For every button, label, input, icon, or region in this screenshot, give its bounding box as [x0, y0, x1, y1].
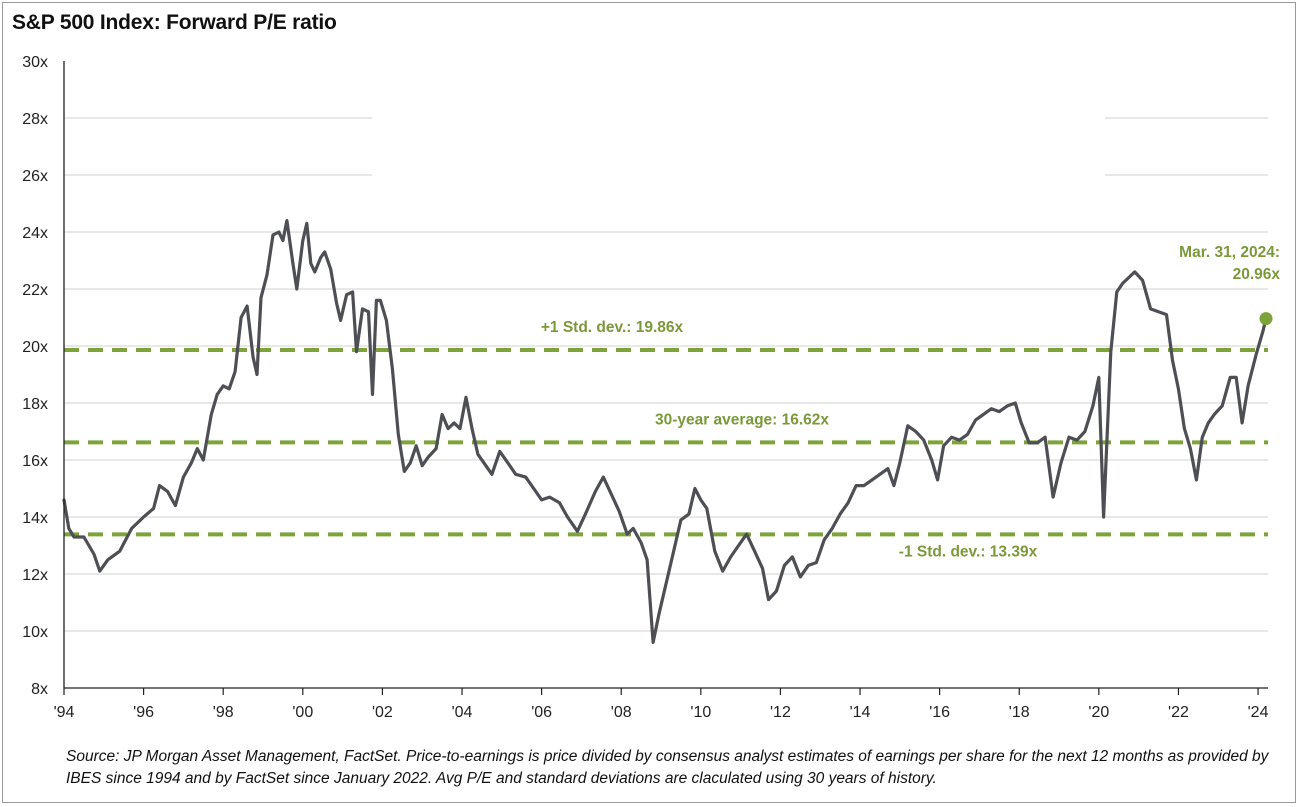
y-tick-label: 26x [22, 168, 48, 185]
y-tick-label: 8x [31, 681, 48, 698]
x-tick-label: '18 [1009, 704, 1030, 721]
series-layer [62, 219, 1268, 644]
x-tick-label: '20 [1088, 704, 1109, 721]
reference-label-1: 30-year average: 16.62x [655, 411, 829, 428]
annotation-date: Mar. 31, 2024: [1179, 244, 1280, 261]
x-tick-label: '08 [611, 704, 632, 721]
x-tick-label: '02 [372, 704, 393, 721]
annotations: Mar. 31, 2024: 20.96x [1179, 244, 1281, 326]
x-tick-label: '14 [850, 704, 871, 721]
y-tick-label: 12x [22, 567, 48, 584]
x-tick-label: '94 [54, 704, 75, 721]
reference-label-2: -1 Std. dev.: 13.39x [899, 543, 1038, 560]
chart-title: S&P 500 Index: Forward P/E ratio [12, 11, 337, 34]
x-tick-label: '12 [770, 704, 791, 721]
source-note: Source: JP Morgan Asset Management, Fact… [66, 748, 1269, 787]
y-tick-label: 18x [22, 396, 48, 413]
x-axis-ticks: '94 '96 '98 '00 '02 '04 '06 '08 '10 '12 '14 '16 '18 '… [54, 688, 1269, 721]
latest-point-marker [1259, 312, 1273, 326]
x-tick-label: '96 [133, 704, 154, 721]
x-tick-label: '16 [929, 704, 950, 721]
x-tick-label: '22 [1168, 704, 1189, 721]
y-axis-ticks: 8x 10x 12x 14x 16x 18x 20x 22x 24x 26x 28x 30x [22, 54, 48, 698]
x-tick-label: '98 [213, 704, 234, 721]
y-tick-label: 24x [22, 225, 48, 242]
reference-lines: +1 Std. dev.: 19.86x 30-year average: 16.… [64, 319, 1268, 560]
x-tick-label: '10 [690, 704, 711, 721]
x-tick-label: '04 [452, 704, 473, 721]
x-tick-label: '00 [292, 704, 313, 721]
annotation-value: 20.96x [1233, 266, 1281, 283]
axes [63, 61, 1268, 689]
y-tick-label: 14x [22, 510, 48, 527]
y-tick-label: 28x [22, 111, 48, 128]
gridlines [64, 117, 1268, 632]
y-tick-label: 30x [22, 54, 48, 71]
y-tick-label: 20x [22, 339, 48, 356]
x-tick-label: '06 [531, 704, 552, 721]
x-tick-label: '24 [1248, 704, 1269, 721]
y-tick-label: 10x [22, 624, 48, 641]
y-tick-label: 22x [22, 282, 48, 299]
series-line [62, 219, 1268, 644]
reference-label-0: +1 Std. dev.: 19.86x [541, 319, 684, 336]
y-tick-label: 16x [22, 453, 48, 470]
